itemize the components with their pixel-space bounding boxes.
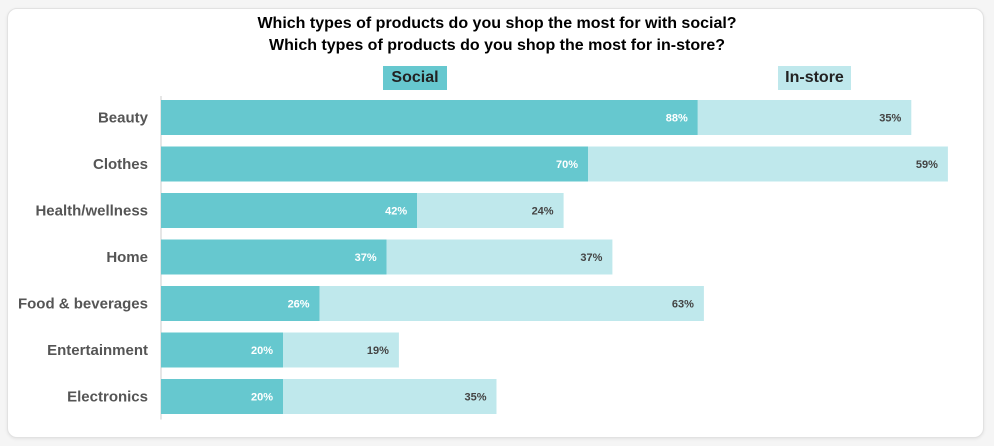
data-label-social: 20% [251, 392, 273, 404]
category-label: Electronics [67, 389, 148, 406]
bar-in-store [417, 193, 564, 228]
chart-title: Which types of products do you shop the … [257, 15, 737, 32]
bar-in-store [588, 146, 948, 182]
data-label-in-store: 24% [532, 206, 554, 218]
data-label-social: 42% [385, 206, 407, 218]
data-label-in-store: 37% [580, 252, 602, 264]
data-label-in-store: 35% [464, 392, 486, 404]
data-label-in-store: 59% [916, 159, 938, 171]
category-label: Entertainment [47, 342, 148, 359]
data-label-social: 37% [355, 252, 377, 264]
data-label-social: 88% [666, 113, 688, 125]
bar-social [161, 379, 283, 414]
bar-in-store [319, 286, 704, 321]
bar-social [161, 100, 698, 135]
data-label-social: 26% [288, 299, 310, 311]
bar-in-store [283, 379, 497, 414]
bar-social [161, 193, 418, 228]
bar-social [161, 146, 588, 182]
category-label: Food & beverages [18, 296, 148, 313]
data-label-in-store: 35% [879, 113, 901, 125]
category-label: Clothes [93, 156, 148, 173]
data-label-social: 20% [251, 345, 273, 357]
data-label-in-store: 19% [367, 345, 389, 357]
data-label-social: 70% [556, 159, 578, 171]
legend-social: Social [383, 66, 447, 90]
bar-in-store [283, 332, 399, 368]
bar-in-store [386, 239, 613, 275]
data-label-in-store: 63% [672, 299, 694, 311]
bar-in-store [697, 100, 912, 135]
bar-social [161, 332, 283, 368]
category-label: Health/wellness [35, 203, 148, 220]
bar-social [161, 239, 387, 275]
bar-social [161, 286, 320, 321]
legend-in-store: In-store [778, 66, 851, 90]
category-label: Home [106, 249, 148, 266]
chart-subtitle: Which types of products do you shop the … [269, 37, 725, 54]
category-label: Beauty [98, 110, 149, 127]
